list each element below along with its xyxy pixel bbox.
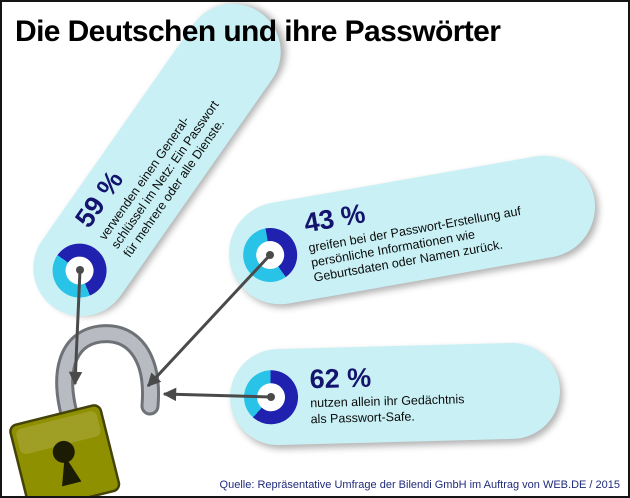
donut-chart-59 [41,232,118,309]
padlock-body-group [9,404,121,496]
stat-callout-43: 43 % greifen bei der Passwort-Erstellung… [220,147,604,313]
donut-chart-62 [243,369,299,425]
donut-chart-43 [238,223,302,287]
infographic-title: Die Deutschen und ihre Passwörter [15,15,501,48]
percent-label-62: 62 % [309,362,372,395]
keyhole-icon [52,440,75,463]
donut-hole [256,382,286,412]
stat-text-62: 62 % nutzen allein ihr Gedächtnis als Pa… [309,361,465,427]
source-attribution: Quelle: Repräsentative Umfrage der Bilen… [219,479,620,491]
padlock-body-icon [9,404,121,496]
padlock-shackle-icon [55,324,160,440]
stat-callout-62: 62 % nutzen allein ihr Gedächtnis als Pa… [228,341,562,447]
keyhole-slot-icon [62,455,82,487]
stat-description-62: nutzen allein ihr Gedächtnis als Passwor… [310,392,465,426]
stat-text-59: 59 % verwenden einen General- schlüssel … [70,71,235,260]
donut-hole [60,251,100,291]
stat-text-43: 43 % greifen bei der Passwort-Erstellung… [302,173,528,286]
padlock-shackle-highlight [58,327,157,437]
padlock-body-highlight [16,411,101,455]
donut-hole [253,238,287,272]
